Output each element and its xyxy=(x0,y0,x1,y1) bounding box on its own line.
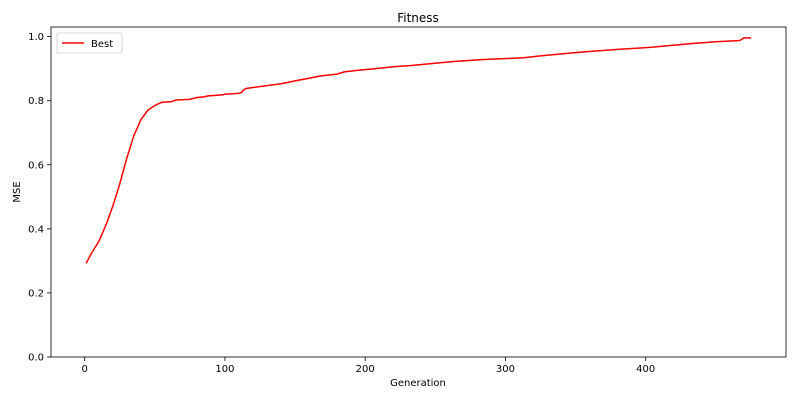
x-axis-ticks: 0 100 200 300 400 xyxy=(81,357,655,375)
legend: Best xyxy=(56,32,123,54)
y-tick-label: 0.8 xyxy=(28,96,44,107)
y-tick-label: 0.2 xyxy=(28,288,44,299)
x-tick-label: 0 xyxy=(81,364,87,375)
y-axis-ticks: 0.0 0.2 0.4 0.6 0.8 1.0 xyxy=(28,32,51,364)
x-tick-label: 200 xyxy=(356,364,375,375)
series-line-best xyxy=(85,37,751,264)
y-tick-label: 0.4 xyxy=(28,224,44,235)
chart-title: Fitness xyxy=(397,11,439,25)
y-tick-label: 0.0 xyxy=(28,353,44,364)
y-tick-label: 1.0 xyxy=(28,32,44,43)
y-axis-label: MSE xyxy=(12,181,23,202)
y-tick-label: 0.6 xyxy=(28,160,44,171)
plot-area-frame xyxy=(50,26,787,358)
x-tick-label: 100 xyxy=(215,364,234,375)
x-tick-label: 400 xyxy=(636,364,655,375)
legend-box xyxy=(56,32,123,54)
legend-label-best: Best xyxy=(91,39,113,50)
x-axis-label: Generation xyxy=(390,378,446,389)
x-tick-label: 300 xyxy=(496,364,515,375)
